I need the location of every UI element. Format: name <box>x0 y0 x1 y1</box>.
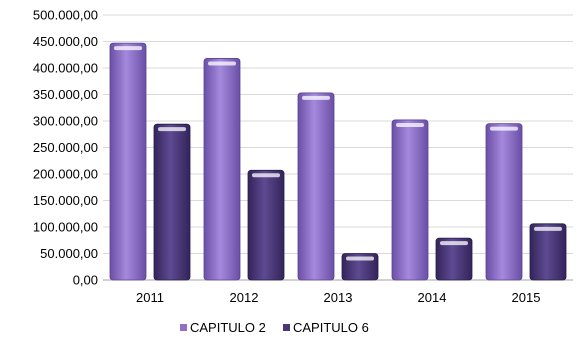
y-tick-label: 50.000,00 <box>40 246 98 261</box>
y-tick-label: 200.000,00 <box>33 167 98 182</box>
bar-highlight <box>346 256 374 261</box>
bar-highlight <box>252 173 280 178</box>
y-tick-label: 350.000,00 <box>33 87 98 102</box>
bar-body <box>435 237 473 281</box>
bar-capitulo-2-2012 <box>203 58 241 281</box>
y-tick-label: 0,00 <box>73 273 98 288</box>
bars <box>109 42 567 281</box>
x-tick-label: 2011 <box>136 290 164 305</box>
bar-body <box>247 169 285 281</box>
bar-highlight <box>302 95 330 100</box>
y-tick-label: 400.000,00 <box>33 61 98 76</box>
bar-highlight <box>114 46 142 51</box>
bar-capitulo-2-2013 <box>297 92 335 281</box>
y-tick-label: 100.000,00 <box>33 220 98 235</box>
legend-swatch <box>180 324 187 331</box>
y-tick-label: 500.000,00 <box>33 8 98 23</box>
x-tick-label: 2015 <box>512 290 541 305</box>
x-tick-label: 2012 <box>230 290 259 305</box>
bar-capitulo-2-2011 <box>109 42 147 281</box>
bar-body <box>203 58 241 281</box>
x-tick-label: 2014 <box>418 290 447 305</box>
bar-highlight <box>158 127 186 132</box>
bar-highlight <box>490 126 518 131</box>
x-tick-label: 2013 <box>324 290 353 305</box>
legend-swatch <box>283 324 290 331</box>
bar-highlight <box>440 241 468 246</box>
bar-body <box>529 223 567 281</box>
bar-capitulo-2-2014 <box>391 119 429 281</box>
bar-highlight <box>396 122 424 127</box>
bar-capitulo-6-2012 <box>247 169 285 281</box>
legend-item-capitulo-2: CAPITULO 2 <box>180 320 266 335</box>
legend: CAPITULO 2 CAPITULO 6 <box>180 320 369 335</box>
bar-capitulo-6-2011 <box>153 123 191 281</box>
bar-capitulo-6-2014 <box>435 237 473 281</box>
bar-body <box>297 92 335 281</box>
x-axis-tick-labels: 2011 2012 2013 2014 2015 <box>136 290 540 305</box>
y-tick-label: 150.000,00 <box>33 193 98 208</box>
bar-highlight <box>534 226 562 231</box>
y-axis-tick-labels: 0,00 50.000,00 100.000,00 150.000,00 200.000… <box>33 8 98 288</box>
bar-body <box>109 42 147 281</box>
bar-capitulo-2-2015 <box>485 123 523 281</box>
legend-label: CAPITULO 2 <box>190 320 266 335</box>
y-tick-label: 300.000,00 <box>33 114 98 129</box>
bar-body <box>391 119 429 281</box>
bar-capitulo-6-2013 <box>341 253 379 281</box>
bar-highlight <box>208 61 236 66</box>
bar-body <box>153 123 191 281</box>
legend-item-capitulo-6: CAPITULO 6 <box>283 320 369 335</box>
legend-label: CAPITULO 6 <box>293 320 369 335</box>
bar-body <box>485 123 523 281</box>
y-tick-label: 450.000,00 <box>33 34 98 49</box>
bar-capitulo-6-2015 <box>529 223 567 281</box>
y-tick-label: 250.000,00 <box>33 140 98 155</box>
